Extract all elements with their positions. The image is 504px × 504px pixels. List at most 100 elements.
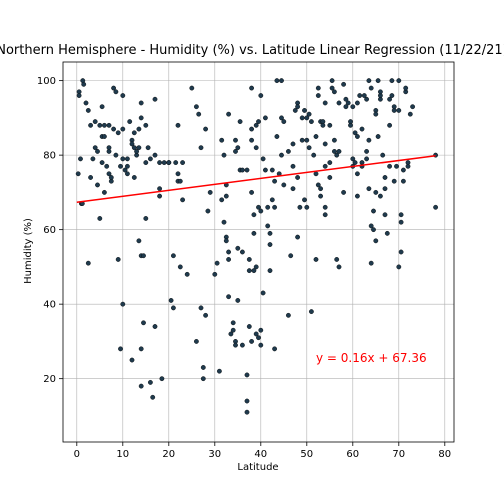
data-point xyxy=(299,115,305,121)
y-axis-label: Humidity (%) xyxy=(23,218,34,284)
data-point xyxy=(233,342,238,348)
data-point xyxy=(364,96,369,102)
data-point xyxy=(352,130,358,136)
data-point xyxy=(184,271,190,277)
data-point xyxy=(343,96,349,102)
data-point xyxy=(223,193,229,199)
data-point xyxy=(233,149,238,154)
data-point xyxy=(131,130,137,136)
x-tick-label: 0 xyxy=(74,449,80,460)
data-point xyxy=(373,189,379,195)
data-point xyxy=(398,249,404,255)
data-point xyxy=(106,145,112,151)
data-point xyxy=(244,167,250,173)
data-point xyxy=(108,175,114,180)
data-point xyxy=(382,175,388,180)
data-point xyxy=(327,122,333,128)
data-point xyxy=(212,271,218,277)
data-point xyxy=(221,152,227,158)
data-point xyxy=(359,126,365,132)
data-point xyxy=(253,145,259,151)
data-point xyxy=(249,339,255,344)
data-point xyxy=(322,100,328,106)
data-point xyxy=(387,122,392,128)
data-point xyxy=(226,249,232,255)
data-point xyxy=(322,163,328,169)
data-point xyxy=(129,141,135,147)
data-point xyxy=(267,230,273,236)
data-point xyxy=(274,78,280,84)
data-point xyxy=(331,89,337,95)
y-tick-label: 20 xyxy=(43,374,56,385)
x-axis-label: Latitude xyxy=(237,462,278,473)
x-axis-ticks: 0 10 20 30 40 50 60 70 80 xyxy=(74,442,451,460)
data-point xyxy=(150,394,156,400)
data-point xyxy=(368,260,374,266)
data-point xyxy=(120,126,126,132)
data-point xyxy=(125,163,130,169)
data-point xyxy=(189,85,195,91)
data-point xyxy=(334,257,340,262)
data-point xyxy=(95,182,100,188)
data-point xyxy=(433,204,438,210)
data-point xyxy=(398,219,404,225)
y-axis-ticks: 20 40 60 80 100 xyxy=(37,76,63,385)
data-point xyxy=(341,189,346,195)
data-point xyxy=(389,78,395,84)
data-point xyxy=(262,115,268,121)
data-point xyxy=(258,93,264,98)
data-point xyxy=(203,312,209,318)
data-point xyxy=(308,309,314,315)
data-point xyxy=(138,383,144,389)
data-point xyxy=(354,100,360,106)
data-point xyxy=(288,253,294,259)
data-point xyxy=(198,305,204,311)
data-point xyxy=(138,115,144,121)
data-point xyxy=(382,212,388,218)
data-point xyxy=(88,175,94,180)
data-point xyxy=(377,89,383,95)
data-point xyxy=(354,134,360,139)
data-point xyxy=(235,145,241,151)
data-point xyxy=(104,163,110,169)
data-point xyxy=(290,141,296,147)
data-point xyxy=(180,197,186,203)
data-point xyxy=(302,108,307,113)
data-point xyxy=(239,167,245,173)
data-point xyxy=(350,156,356,162)
data-point xyxy=(90,156,96,162)
data-point xyxy=(85,108,91,113)
data-point xyxy=(244,398,250,404)
data-point xyxy=(75,171,81,177)
data-point xyxy=(260,156,266,162)
data-point xyxy=(265,204,271,210)
data-point xyxy=(249,85,255,91)
data-point xyxy=(373,238,379,244)
data-point xyxy=(256,335,261,341)
data-point xyxy=(272,346,277,352)
data-point xyxy=(380,152,386,158)
data-point xyxy=(269,167,275,173)
data-point xyxy=(373,111,379,117)
data-point xyxy=(269,197,275,203)
data-point xyxy=(341,81,346,87)
data-point xyxy=(193,339,199,344)
data-point xyxy=(175,122,181,128)
data-point xyxy=(244,372,250,378)
data-point xyxy=(400,167,406,173)
data-point xyxy=(311,152,317,158)
data-point xyxy=(122,167,128,173)
data-point xyxy=(265,223,271,229)
data-point xyxy=(102,134,107,139)
data-point xyxy=(396,108,402,113)
x-tick-label: 10 xyxy=(116,449,129,460)
data-point xyxy=(382,186,388,192)
data-point xyxy=(407,111,413,117)
data-point xyxy=(120,301,126,307)
data-point xyxy=(260,290,266,296)
data-point xyxy=(302,197,307,203)
regression-line xyxy=(76,154,436,203)
data-point xyxy=(292,108,298,113)
data-point xyxy=(111,85,117,91)
data-point xyxy=(290,186,296,192)
